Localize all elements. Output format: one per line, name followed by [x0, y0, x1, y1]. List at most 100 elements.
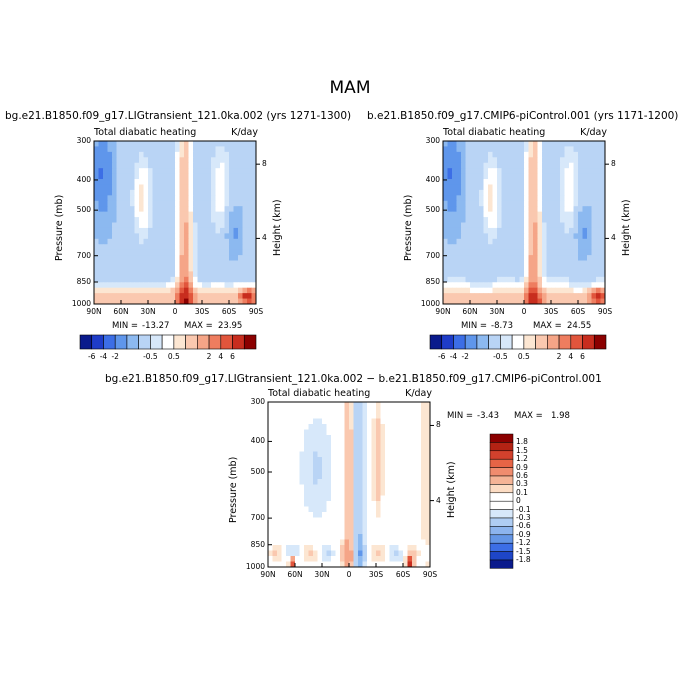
heatmap-cell: [564, 206, 570, 213]
heatmap-cell: [573, 265, 579, 272]
heatmap-cell: [506, 276, 511, 283]
right-string: K/day: [580, 127, 607, 138]
heatmap-cell: [94, 211, 99, 218]
heatmap-cell: [542, 287, 547, 294]
heatmap-cell: [308, 539, 314, 546]
heatmap-cell: [600, 200, 606, 207]
heatmap-cell: [470, 276, 475, 283]
heatmap-cell: [506, 298, 511, 305]
heatmap-cell: [211, 211, 216, 218]
heatmap-cell: [533, 282, 538, 289]
heatmap-cell: [416, 517, 422, 524]
heatmap-cell: [344, 528, 350, 535]
heatmap-cell: [238, 151, 243, 158]
heatmap-cell: [220, 173, 225, 180]
heatmap-cell: [497, 227, 502, 234]
heatmap-cell: [519, 238, 525, 245]
heatmap-cell: [524, 249, 529, 256]
heatmap-cell: [425, 517, 431, 524]
heatmap-cell: [134, 282, 140, 289]
heatmap-cell: [452, 260, 457, 267]
heatmap-cell: [166, 287, 171, 294]
heatmap-cell: [389, 473, 395, 480]
heatmap-cell: [371, 523, 377, 529]
heatmap-cell: [233, 287, 239, 294]
heatmap-cell: [317, 457, 323, 463]
heatmap-cell: [224, 260, 230, 267]
colorbar-swatch: [489, 492, 514, 502]
heatmap-cell: [376, 402, 381, 408]
heatmap-cell: [524, 282, 529, 289]
heatmap-cell: [202, 282, 207, 289]
heatmap-cell: [425, 501, 431, 507]
heatmap-cell: [358, 407, 363, 414]
heatmap-cell: [600, 173, 606, 180]
heatmap-cell: [551, 293, 556, 299]
heatmap-cell: [587, 173, 592, 180]
heatmap-cell: [335, 418, 341, 425]
heatmap-cell: [349, 462, 354, 469]
heatmap-cell: [421, 495, 426, 502]
heatmap-cell: [452, 238, 457, 245]
heatmap-cell: [528, 184, 534, 191]
heatmap-cell: [515, 211, 520, 218]
heatmap-cell: [272, 528, 278, 535]
heatmap-cell: [229, 238, 234, 245]
heatmap-cell: [555, 206, 561, 213]
heatmap-cell: [528, 287, 534, 294]
heatmap-cell: [130, 184, 135, 191]
heatmap-cell: [416, 407, 422, 414]
heatmap-cell: [591, 146, 597, 153]
heatmap-cell: [206, 189, 212, 196]
heatmap-cell: [542, 222, 547, 229]
heatmap-cell: [202, 173, 207, 180]
heatmap-cell: [569, 217, 574, 223]
heatmap-cell: [483, 151, 489, 158]
heatmap-cell: [555, 238, 561, 245]
heatmap-cell: [447, 244, 453, 251]
heatmap-cell: [510, 206, 516, 213]
heatmap-cell: [317, 561, 323, 568]
heatmap-cell: [161, 244, 167, 251]
heatmap-cell: [197, 271, 203, 278]
heatmap-cell: [551, 227, 556, 234]
heatmap-cell: [510, 222, 516, 229]
heatmap-cell: [380, 418, 386, 425]
heatmap-cell: [546, 200, 552, 207]
heatmap-cell: [107, 141, 113, 147]
heatmap-cell: [470, 217, 475, 223]
heatmap-cell: [533, 179, 538, 185]
heatmap-cell: [564, 179, 570, 185]
heatmap-cell: [220, 271, 225, 278]
heatmap-cell: [304, 495, 309, 502]
heatmap-cell: [465, 249, 471, 256]
heatmap-cell: [546, 146, 552, 153]
heatmap-cell: [188, 179, 194, 185]
heatmap-cell: [591, 157, 597, 164]
heatmap-cell: [130, 173, 135, 180]
heatmap-cell: [197, 255, 203, 261]
heatmap-cell: [152, 162, 158, 169]
heatmap-cell: [591, 244, 597, 251]
heatmap-cell: [238, 271, 243, 278]
heatmap-cell: [551, 282, 556, 289]
heatmap-cell: [340, 440, 345, 447]
heatmap-cell: [474, 227, 480, 234]
heatmap-cell: [202, 200, 207, 207]
colorbar-label: 6: [230, 352, 235, 361]
heatmap-cell: [322, 407, 327, 414]
heatmap-cell: [398, 457, 404, 463]
heatmap-cell: [510, 276, 516, 283]
heatmap-cell: [546, 293, 552, 299]
heatmap-cell: [403, 534, 408, 540]
heatmap-cell: [483, 168, 489, 174]
heatmap-cell: [344, 550, 350, 557]
max-value: 24.55: [567, 321, 592, 331]
colorbar-swatch: [441, 334, 454, 350]
heatmap-cell: [197, 276, 203, 283]
heatmap-cell: [551, 189, 556, 196]
heatmap-cell: [555, 271, 561, 278]
heatmap-cell: [247, 233, 252, 240]
heatmap-cell: [326, 402, 332, 408]
heatmap-cell: [479, 141, 484, 147]
